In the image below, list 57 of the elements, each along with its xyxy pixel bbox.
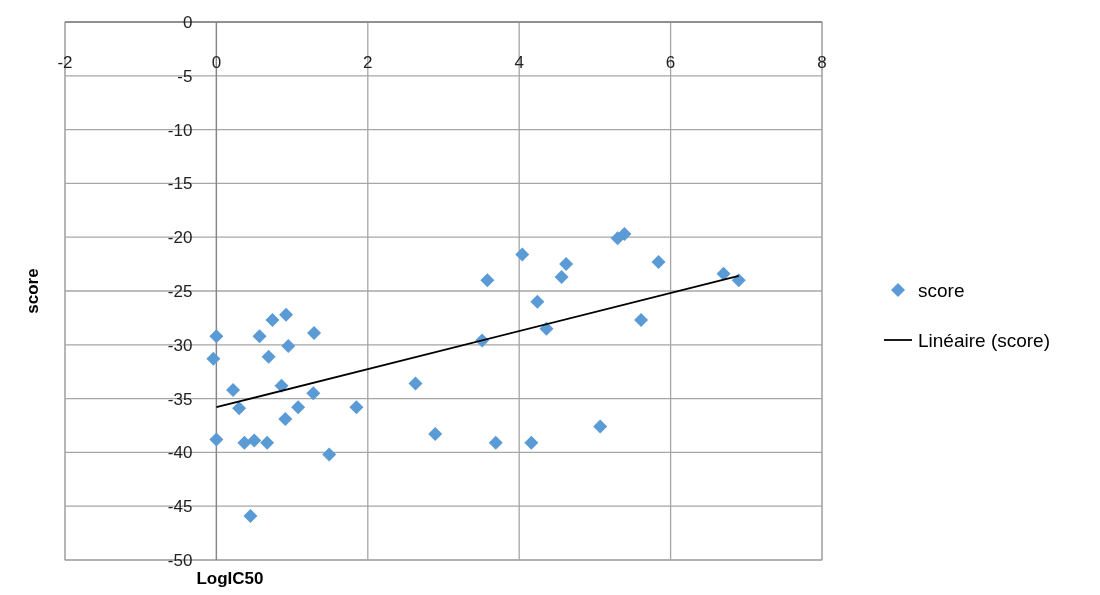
y-tick-label: -50 xyxy=(167,550,193,570)
x-tick-label: 0 xyxy=(211,53,222,72)
point xyxy=(237,435,252,450)
point xyxy=(281,338,296,353)
y-tick-label: -45 xyxy=(167,497,193,517)
point xyxy=(209,329,224,344)
y-tick-label: -15 xyxy=(167,174,193,194)
y-tick-label: -20 xyxy=(167,228,193,248)
y-axis-title: score xyxy=(23,268,42,314)
point xyxy=(247,433,262,448)
y-tick-label: 0 xyxy=(182,12,193,32)
point xyxy=(428,427,443,442)
point xyxy=(291,400,306,415)
point xyxy=(515,247,530,262)
point xyxy=(559,257,574,272)
x-tick-label: 8 xyxy=(817,53,827,72)
point xyxy=(480,273,495,288)
point xyxy=(226,382,241,397)
point xyxy=(408,376,423,391)
point xyxy=(209,432,224,447)
y-tick-label: -5 xyxy=(177,66,193,86)
point xyxy=(260,435,275,450)
legend-label: score xyxy=(918,279,965,301)
point xyxy=(554,270,569,285)
point xyxy=(279,307,294,322)
point xyxy=(651,254,666,269)
x-tick-label: 6 xyxy=(665,53,676,72)
y-tick-label: -10 xyxy=(167,120,193,140)
point xyxy=(634,313,649,328)
point xyxy=(488,435,503,450)
point xyxy=(243,508,258,523)
point xyxy=(349,400,364,415)
y-tick-label: -40 xyxy=(167,443,193,463)
point xyxy=(306,386,321,401)
point xyxy=(307,325,322,340)
x-tick-label: -2 xyxy=(57,53,73,72)
point xyxy=(278,412,293,427)
point xyxy=(530,294,545,309)
legend-label: Linéaire (score) xyxy=(918,329,1050,351)
x-axis-title: LogIC50 xyxy=(196,569,264,588)
point xyxy=(716,266,731,281)
point xyxy=(206,351,221,366)
point xyxy=(252,329,267,344)
x-tick-label: 4 xyxy=(514,53,524,72)
point xyxy=(322,447,337,462)
point xyxy=(265,313,280,328)
y-tick-label: -35 xyxy=(167,389,193,409)
point xyxy=(524,435,539,450)
point xyxy=(539,321,554,336)
point xyxy=(731,273,746,288)
point xyxy=(617,226,632,241)
point xyxy=(261,349,276,364)
y-tick-label: -30 xyxy=(167,335,193,355)
y-tick-label: -25 xyxy=(167,281,193,301)
x-tick-label: 2 xyxy=(363,53,373,72)
point xyxy=(232,401,247,416)
point xyxy=(593,419,608,434)
